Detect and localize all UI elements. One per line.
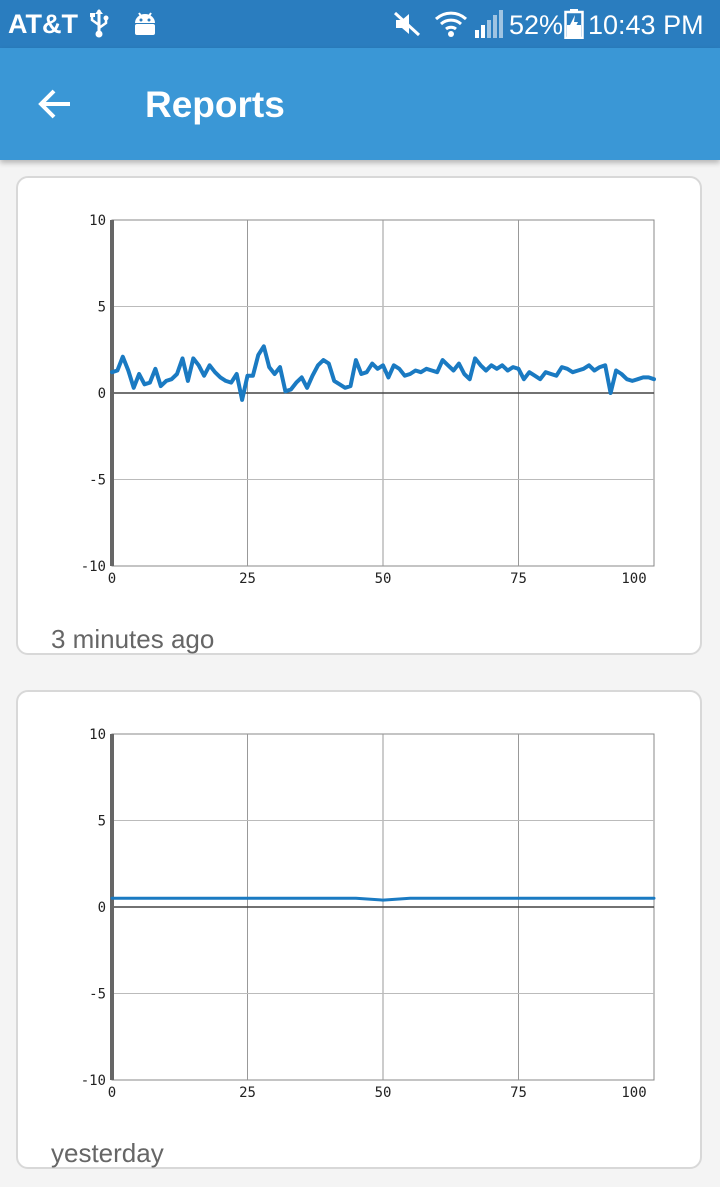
x-tick-label: 75 xyxy=(510,571,527,587)
report-timestamp: 3 minutes ago xyxy=(51,624,215,654)
x-tick-label: 25 xyxy=(239,1085,256,1101)
clock: 10:43 PM xyxy=(588,10,704,40)
y-tick-label: 10 xyxy=(89,213,106,229)
x-tick-label: 100 xyxy=(621,1085,646,1101)
y-tick-label: 0 xyxy=(98,386,106,402)
android-icon xyxy=(131,10,159,43)
x-tick-label: 0 xyxy=(108,571,116,587)
app-bar: Reports xyxy=(0,48,720,160)
series-line xyxy=(110,896,656,902)
page-title: Reports xyxy=(145,84,285,125)
usb-icon xyxy=(88,8,110,43)
x-tick-label: 100 xyxy=(621,571,646,587)
battery-percent: 52% xyxy=(509,10,564,40)
report-card[interactable]: 0 25 50 75 100 10 5 0 -5 -10 yesterday xyxy=(16,690,702,1169)
arrow-left-icon[interactable] xyxy=(30,82,80,126)
y-tick-label: -5 xyxy=(89,987,106,1003)
x-tick-label: 50 xyxy=(375,571,392,587)
status-bar: AT&T xyxy=(0,0,720,48)
y-tick-label: -10 xyxy=(81,559,106,575)
carrier-label: AT&T xyxy=(8,9,78,39)
series-line xyxy=(110,344,656,402)
y-tick-label: 10 xyxy=(89,727,106,743)
report-card[interactable]: 0 25 50 75 100 10 5 0 -5 -10 3 minutes ago xyxy=(16,176,702,655)
mute-icon xyxy=(392,10,422,43)
signal-icon xyxy=(474,10,504,43)
x-tick-label: 25 xyxy=(239,571,256,587)
wifi-icon xyxy=(434,9,468,44)
x-tick-label: 0 xyxy=(108,1085,116,1101)
x-tick-label: 50 xyxy=(375,1085,392,1101)
y-tick-label: 5 xyxy=(98,300,106,316)
report-timestamp: yesterday xyxy=(51,1138,164,1168)
y-tick-label: -10 xyxy=(81,1073,106,1089)
x-tick-label: 75 xyxy=(510,1085,527,1101)
battery-charging-icon xyxy=(564,9,584,44)
y-tick-label: 5 xyxy=(98,814,106,830)
back-button[interactable] xyxy=(30,82,80,126)
y-tick-label: -5 xyxy=(89,473,106,489)
y-tick-label: 0 xyxy=(98,900,106,916)
